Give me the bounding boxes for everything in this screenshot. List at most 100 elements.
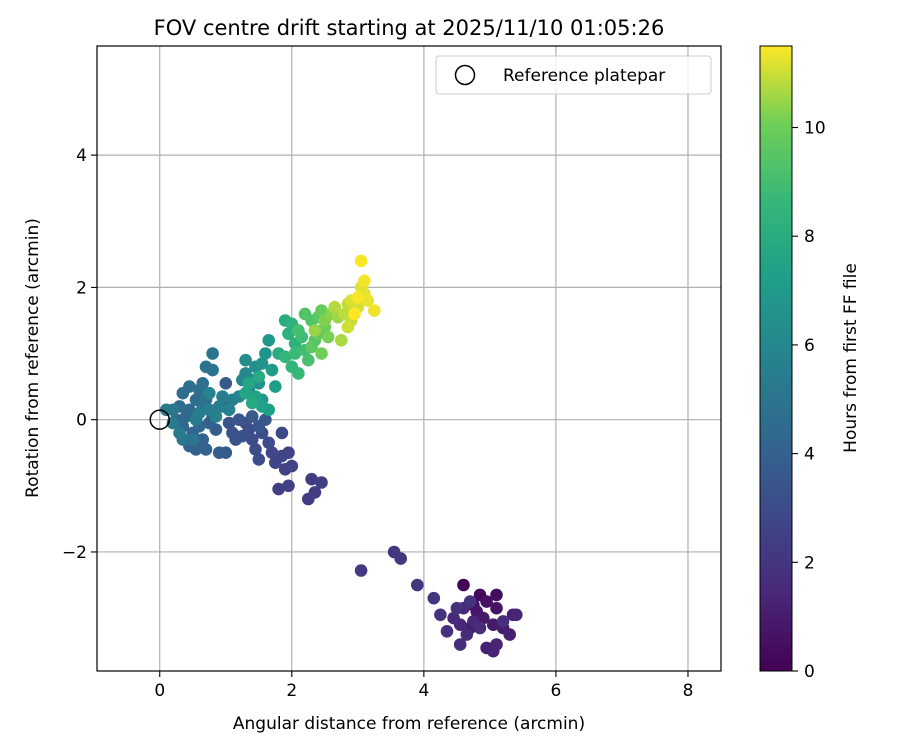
- colorbar-label: Hours from first FF file: [841, 263, 861, 453]
- colorbar-gradient: [759, 45, 793, 672]
- y-axis-ticks: −2 0 2 4: [62, 146, 97, 563]
- scatter-point: [335, 334, 348, 347]
- scatter-point: [216, 390, 229, 403]
- scatter-point: [245, 396, 259, 410]
- scatter-point: [457, 578, 470, 592]
- scatter-point: [196, 377, 209, 390]
- scatter-point: [463, 595, 477, 608]
- colorbar-tick-label: 10: [804, 119, 826, 139]
- y-tick-label: −2: [62, 543, 87, 563]
- scatter-point: [354, 254, 368, 268]
- legend-box: [435, 55, 712, 95]
- scatter-point: [245, 410, 259, 423]
- scatter-point: [252, 453, 266, 466]
- scatter-point: [473, 621, 487, 635]
- x-tick-label: 2: [286, 681, 297, 701]
- scatter-point: [183, 403, 196, 417]
- scatter-point: [239, 386, 252, 400]
- x-tick-label: 4: [418, 681, 429, 701]
- legend-label: Reference platepar: [503, 66, 665, 86]
- scatter-point: [354, 564, 368, 577]
- scatter-point: [206, 347, 219, 360]
- scatter-point: [249, 443, 262, 456]
- scatter-point: [203, 386, 216, 400]
- grid-lines: [97, 46, 721, 671]
- colorbar-tick-label: 4: [804, 445, 815, 465]
- scatter-point: [486, 618, 500, 631]
- colorbar-tick-label: 6: [804, 336, 815, 356]
- scatter-point: [361, 294, 375, 307]
- y-tick-label: 4: [76, 146, 87, 166]
- scatter-point: [302, 353, 315, 367]
- scatter-point: [308, 324, 322, 337]
- scatter-point: [292, 324, 305, 337]
- scatter-points: [160, 254, 523, 658]
- scatter-point: [226, 426, 239, 440]
- scatter-point: [282, 479, 295, 493]
- scatter-point: [212, 400, 226, 413]
- colorbar: 0 2 4 6 8 10 Hours from first FF file: [759, 45, 861, 682]
- scatter-point: [186, 433, 199, 446]
- colorbar-ticks: 0 2 4 6 8 10: [792, 119, 826, 682]
- scatter-point: [411, 578, 424, 592]
- scatter-point: [315, 476, 328, 489]
- scatter-point: [262, 436, 276, 450]
- scatter-point: [212, 446, 226, 460]
- scatter-point: [232, 413, 246, 427]
- chart-title: FOV centre drift starting at 2025/11/10 …: [154, 16, 665, 40]
- scatter-point: [160, 403, 173, 417]
- scatter-point: [209, 410, 223, 423]
- scatter-point: [358, 274, 371, 288]
- scatter-point: [288, 347, 302, 360]
- scatter-point: [255, 400, 269, 413]
- scatter-point: [490, 588, 503, 602]
- plot-frame: [96, 45, 722, 672]
- colorbar-tick-label: 8: [804, 227, 815, 247]
- scatter-point: [245, 433, 259, 446]
- scatter-point: [427, 591, 441, 605]
- scatter-point: [196, 433, 209, 446]
- scatter-point: [490, 601, 503, 615]
- scatter-point: [490, 638, 503, 651]
- scatter-point: [265, 446, 279, 460]
- legend: Reference platepar: [435, 55, 712, 95]
- scatter-point: [305, 340, 318, 354]
- scatter-point: [453, 638, 467, 651]
- scatter-point: [259, 347, 272, 360]
- scatter-point: [173, 426, 186, 440]
- scatter-point: [242, 377, 256, 390]
- scatter-point: [259, 413, 272, 427]
- scatter-point: [477, 611, 490, 625]
- scatter-point: [510, 608, 523, 622]
- scatter-point: [308, 486, 322, 499]
- scatter-point: [239, 353, 252, 367]
- scatter-point: [275, 449, 289, 463]
- scatter-point: [351, 291, 365, 304]
- scatter-point: [298, 307, 312, 321]
- scatter-point: [315, 347, 328, 360]
- y-tick-label: 2: [76, 278, 87, 298]
- scatter-point: [321, 330, 335, 344]
- scatter-point: [272, 482, 285, 496]
- legend-marker-icon: [454, 64, 476, 86]
- scatter-point: [503, 628, 516, 641]
- scatter-point: [305, 472, 318, 486]
- scatter-point: [219, 377, 233, 390]
- scatter-point: [278, 350, 292, 364]
- scatter-point: [199, 443, 213, 456]
- scatter-point: [480, 595, 493, 608]
- scatter-point: [285, 459, 299, 473]
- scatter-point: [450, 601, 464, 615]
- x-axis-label: Angular distance from reference (arcmin): [233, 714, 585, 734]
- y-tick-label: 0: [76, 411, 87, 431]
- scatter-point: [222, 403, 236, 417]
- scatter-point: [447, 611, 460, 625]
- scatter-point: [269, 380, 282, 393]
- scatter-point: [275, 426, 289, 440]
- x-tick-label: 0: [154, 681, 165, 701]
- scatter-point: [496, 615, 510, 628]
- x-tick-label: 8: [683, 681, 694, 701]
- scatter-point: [222, 416, 236, 430]
- colorbar-tick-label: 0: [804, 662, 815, 682]
